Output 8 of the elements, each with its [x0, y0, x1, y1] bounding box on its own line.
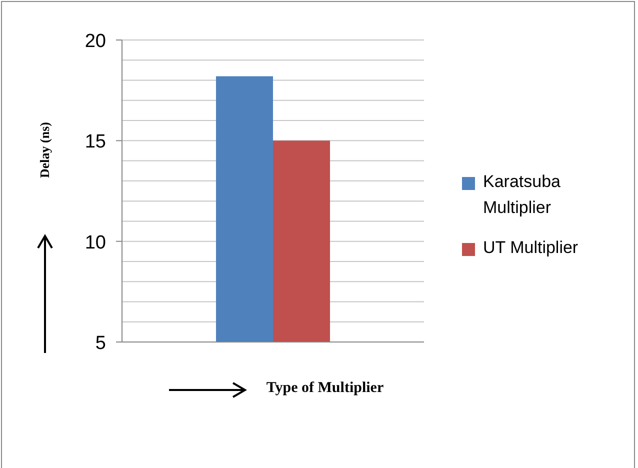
y-axis-title: Delay (ns) — [37, 122, 53, 178]
legend-label: UT Multiplier — [483, 237, 578, 259]
y-tick-label: 5 — [95, 333, 106, 354]
legend-label: Karatsuba Multiplier — [483, 171, 562, 219]
y-tick-label: 15 — [84, 132, 106, 153]
y-tick-label: 20 — [84, 31, 106, 52]
x-axis-title: Type of Multiplier — [266, 380, 384, 396]
y-tick-label: 10 — [84, 232, 106, 254]
